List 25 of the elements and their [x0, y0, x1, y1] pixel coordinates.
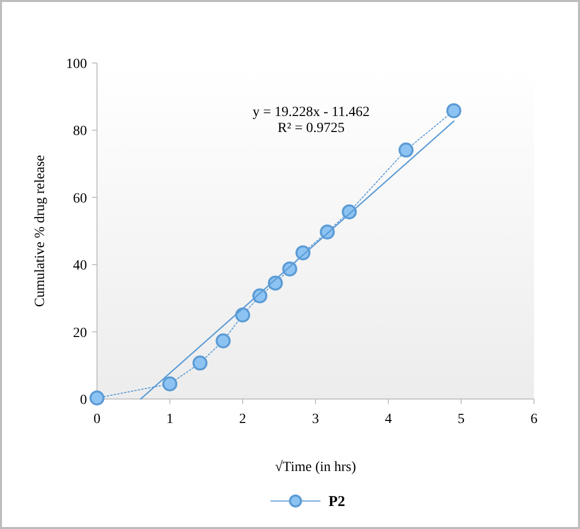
annotation: R² = 0.9725: [278, 121, 345, 136]
point: [398, 142, 414, 158]
y-tick-label: 40: [73, 258, 87, 274]
y-tick-label: 0: [80, 393, 87, 408]
x-tick-label: 5: [458, 412, 465, 427]
point: [90, 390, 104, 406]
point: [235, 308, 250, 322]
x-axis-title: √Time (in hrs): [274, 459, 356, 475]
y-tick-label: 80: [73, 124, 87, 140]
x-tick-label: 3: [312, 412, 319, 427]
point: [446, 103, 462, 118]
point: [162, 376, 178, 392]
y-axis-title: Cumulative % drug release: [33, 154, 48, 308]
y-tick-label: 100: [66, 57, 87, 72]
x-tick-label: 2: [239, 412, 246, 427]
y-tick-label: 20: [73, 326, 87, 341]
x-tick-label: 1: [166, 412, 174, 427]
legend-label: P2: [328, 494, 346, 510]
x-tick-label: 0: [94, 412, 100, 427]
point: [192, 356, 208, 371]
point: [216, 333, 231, 348]
y-tick-label: 60: [73, 191, 87, 206]
x-tick-label: 4: [384, 412, 392, 427]
annotation: y = 19.228x - 11.462: [252, 105, 370, 120]
x-tick-label: 6: [530, 412, 538, 427]
